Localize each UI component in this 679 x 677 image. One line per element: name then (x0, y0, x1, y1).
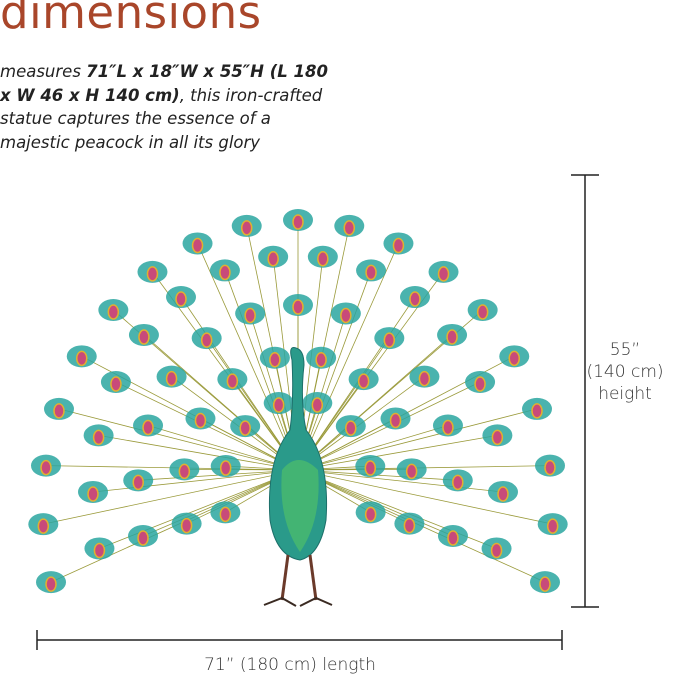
feather-eye (531, 403, 543, 419)
feather-eye (53, 403, 65, 419)
description-rest: , this iron-crafted statue captures the … (0, 85, 323, 152)
feather-stem (58, 408, 299, 471)
feather-eye (191, 237, 204, 254)
feather-eye (132, 474, 144, 491)
feather-eye (508, 350, 521, 367)
feather-eye (345, 420, 357, 436)
feather-eye (239, 420, 251, 436)
feather-eye (244, 307, 256, 324)
description-dimensions: 71″L x 18″W x 55″H (L 180 x W 46 x H 140… (0, 62, 328, 105)
height-label: 55” (140 cm) height (560, 339, 679, 405)
feather-eye (474, 376, 486, 392)
feather-eye (138, 329, 150, 345)
feather-eye (311, 397, 324, 413)
feather-stem (43, 469, 299, 525)
length-label: 71” (180 cm) length (204, 655, 376, 675)
page-title: dimensions (0, 0, 262, 39)
feather-eye (447, 530, 459, 546)
height-dimension-line (571, 174, 599, 608)
feather-eye (437, 266, 450, 282)
feather-eye (219, 460, 232, 476)
description-lead: measures (0, 62, 87, 81)
feather-stem (197, 243, 299, 471)
feather-eye (146, 266, 159, 282)
feather-eye (175, 291, 187, 307)
feather-eye (110, 376, 122, 392)
feather-stem (92, 469, 299, 493)
height-word: height (598, 384, 652, 404)
length-dimension-line (36, 630, 563, 650)
feather-eye (357, 373, 370, 389)
feather-eye (178, 463, 191, 480)
feather-eye (491, 429, 504, 446)
feather-stem (143, 334, 299, 471)
feather-eye (272, 397, 285, 413)
feather-eye (476, 304, 489, 320)
feather-eye (392, 237, 405, 254)
feather-stem (297, 434, 498, 471)
feather-eye (317, 250, 329, 267)
feather-eye (226, 373, 239, 389)
feather-stem (297, 469, 504, 493)
feather-eye (142, 419, 154, 436)
feather-stem (297, 469, 553, 525)
feather-eye (364, 460, 377, 476)
feather-eye (165, 370, 178, 387)
feather-stem (297, 334, 453, 471)
peacock-fan (28, 209, 568, 594)
feather-eye (490, 542, 503, 559)
feather-eye (87, 486, 99, 502)
feather-eye (315, 352, 327, 368)
feather-eye (442, 419, 454, 436)
feather-eye (93, 542, 106, 559)
feather-eye (107, 304, 120, 320)
feather-stem (297, 425, 449, 471)
peacock-body (263, 347, 333, 607)
feather-eye (409, 291, 421, 307)
feather-eye (194, 412, 207, 429)
feather-eye (389, 412, 402, 429)
height-cm: (140 cm) (586, 362, 664, 382)
feather-stem (297, 243, 399, 471)
feather-eye (364, 506, 377, 523)
feather-stem (297, 408, 538, 471)
feather-eye (343, 220, 356, 236)
feather-eye (292, 214, 304, 230)
feather-eye (544, 459, 556, 476)
feather-eye (383, 332, 396, 348)
feather-eye (497, 486, 509, 502)
feather-eye (219, 264, 231, 281)
feather-eye (180, 517, 193, 534)
feather-eye (418, 370, 431, 387)
feather-eye (40, 459, 52, 476)
feather-eye (340, 307, 352, 324)
feather-eye (92, 429, 105, 446)
feather-eye (403, 517, 416, 534)
feather-eye (37, 518, 50, 534)
feather-eye (267, 250, 279, 267)
feather-eye (200, 332, 213, 348)
height-inches: 55” (609, 340, 641, 360)
product-description: measures 71″L x 18″W x 55″H (L 180 x W 4… (0, 60, 330, 154)
feather-stem (147, 425, 299, 471)
feather-eye (405, 463, 418, 480)
feather-eye (45, 576, 57, 592)
feather-eye (269, 352, 281, 368)
feather-eye (137, 530, 149, 546)
feather-eye (219, 506, 232, 523)
feather-eye (292, 299, 304, 315)
feather-eye (446, 329, 458, 345)
feather-eye (75, 350, 88, 367)
feather-eye (365, 264, 377, 281)
feather-eye (539, 576, 551, 592)
feather-eye (546, 518, 559, 534)
feather-eye (452, 474, 464, 491)
feather-stem (98, 434, 299, 471)
feather-eye (240, 220, 253, 236)
